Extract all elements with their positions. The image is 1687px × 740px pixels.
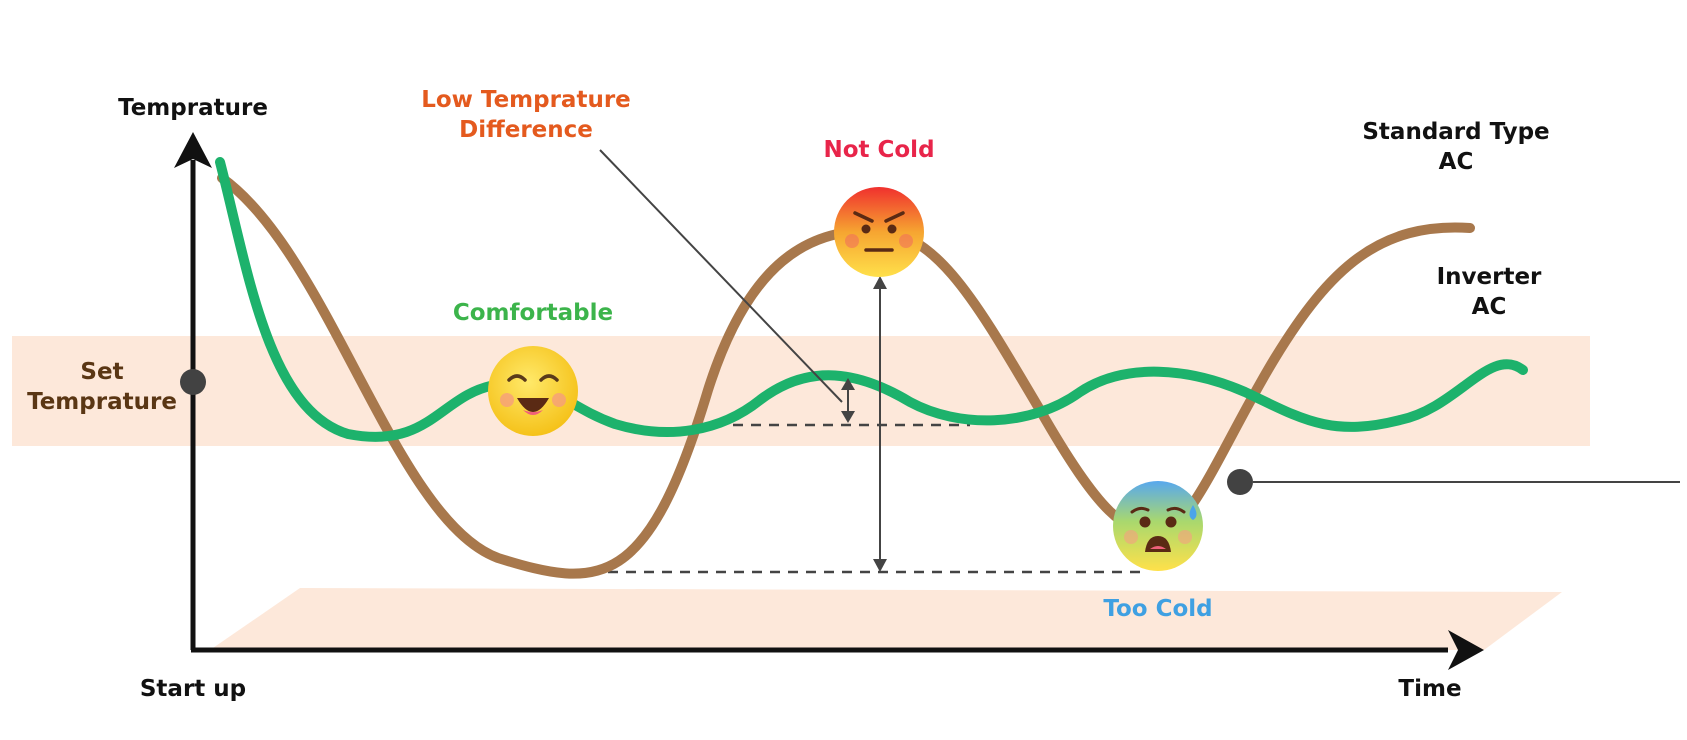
not-cold-label: Not Cold: [823, 137, 935, 163]
y-axis-arrow: [174, 132, 212, 168]
too-cold-label: Too Cold: [1103, 596, 1213, 622]
happy-face-icon: [488, 346, 578, 436]
small-arrow-head-top: [841, 378, 855, 390]
low-difference-leader-line: [599, 149, 843, 403]
low-difference-label: Low Temprature Difference: [421, 87, 631, 143]
set-temperature-dot: [180, 369, 206, 395]
angry-face-icon: [834, 187, 924, 277]
comfortable-label: Comfortable: [452, 300, 614, 326]
freezing-face-icon: [1113, 481, 1203, 571]
small-arrow-head-bottom: [841, 411, 855, 423]
standard-ac-label: Standard Type AC: [1362, 119, 1550, 175]
inverter-ac-curve: [215, 157, 1528, 442]
large-arrow-head-bottom: [873, 559, 887, 572]
x-axis-label: Time: [1398, 676, 1462, 702]
standard-ac-pointer-dot: [1227, 469, 1253, 495]
inverter-ac-label: Inverter AC: [1436, 264, 1542, 320]
origin-label: Start up: [139, 676, 247, 702]
large-arrow-head-top: [873, 276, 887, 289]
set-temperature-label: Set Temprature: [27, 359, 177, 415]
x-axis-arrow: [1448, 630, 1484, 670]
floor-plane: [210, 588, 1562, 650]
y-axis-label: Temprature: [118, 95, 268, 121]
